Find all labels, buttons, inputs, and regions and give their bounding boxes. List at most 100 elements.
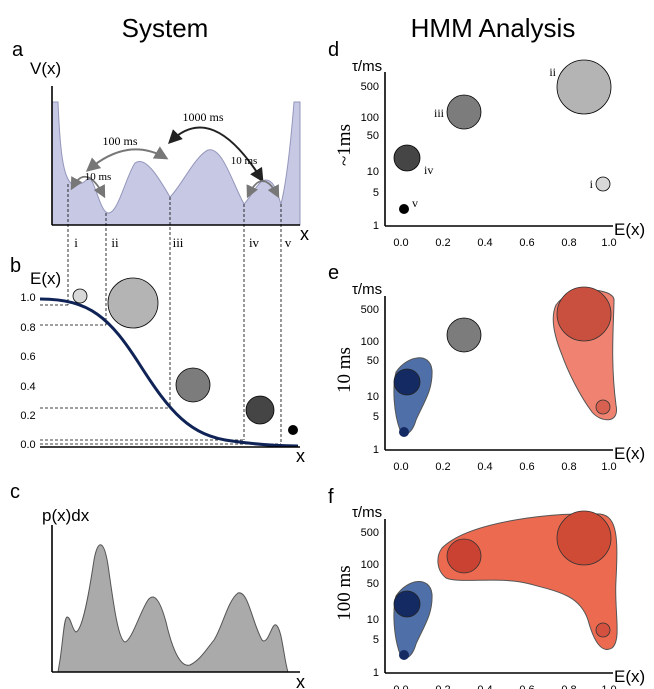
panel-d-xlabel: E(x) <box>614 220 645 239</box>
f-x-ticks: 0.0 0.2 0.4 0.6 0.8 1.0 <box>393 684 616 689</box>
panel-b-xlabel: x <box>296 446 305 466</box>
state-label-ii: ii <box>111 235 119 250</box>
e-xtick-0-2: 0.2 <box>435 461 450 473</box>
panel-letter-b: b <box>10 255 21 277</box>
panel-f-xlabel: E(x) <box>614 667 645 686</box>
e-state-iv <box>393 368 421 396</box>
panel-letter-c: c <box>10 481 20 503</box>
d-xtick-0-6: 0.6 <box>519 237 534 249</box>
e-ytick-500: 500 <box>361 304 379 316</box>
header-hmm-analysis: HMM Analysis <box>411 13 576 43</box>
potential-well <box>51 101 301 226</box>
panel-c-xlabel: x <box>296 672 305 689</box>
label-10ms-left: 10 ms <box>85 171 112 183</box>
e-cluster-blue <box>393 357 433 435</box>
f-ytick-5: 5 <box>373 634 379 646</box>
e-xtick-0-8: 0.8 <box>561 461 576 473</box>
d-ytick-50: 50 <box>367 130 379 142</box>
f-y-ticks: 500 100 50 10 5 1 <box>361 527 379 679</box>
panel-e-xlabel: E(x) <box>614 444 645 463</box>
arrow-1000ms <box>168 126 264 183</box>
d-label-ii: ii <box>549 65 556 79</box>
f-ytick-50: 50 <box>367 578 379 590</box>
e-ytick-50: 50 <box>367 355 379 367</box>
d-ytick-10: 10 <box>367 166 379 178</box>
b-ytick-0-0: 0.0 <box>20 439 35 451</box>
d-state-i <box>595 176 611 192</box>
e-ytick-100: 100 <box>361 336 379 348</box>
f-xtick-0-6: 0.6 <box>519 684 534 689</box>
state-label-iv: iv <box>249 235 260 250</box>
row-label-10ms: 10 ms <box>334 347 355 393</box>
d-xtick-0-4: 0.4 <box>477 237 492 249</box>
panel-f-ylabel: τ/ms <box>352 504 382 521</box>
b-ytick-0-4: 0.4 <box>20 381 35 393</box>
f-xtick-1-0: 1.0 <box>601 684 616 689</box>
d-state-v <box>399 204 409 214</box>
panel-c: c p(x)dx x <box>10 481 305 689</box>
panel-d-ylabel: τ/ms <box>352 58 382 75</box>
f-ytick-100: 100 <box>361 559 379 571</box>
d-state-iv <box>393 144 421 172</box>
d-ytick-100: 100 <box>361 112 379 124</box>
row-label-1ms: ~1ms <box>334 124 355 166</box>
state-label-i: i <box>74 235 78 250</box>
label-1000ms: 1000 ms <box>182 110 223 124</box>
b-ytick-0-8: 0.8 <box>20 322 35 334</box>
panel-e: e τ/ms 10 ms 500 100 50 10 5 1 0.0 0.2 0… <box>328 262 645 473</box>
e-xtick-0-0: 0.0 <box>393 461 408 473</box>
arrow-100ms <box>85 146 169 172</box>
e-xtick-1-0: 1.0 <box>601 461 616 473</box>
d-label-v: v <box>412 196 418 210</box>
f-ytick-1: 1 <box>373 667 379 679</box>
probability-density <box>57 544 289 673</box>
panel-d: d τ/ms ~1ms 500 100 50 10 5 1 0.0 0.2 0.… <box>328 39 645 249</box>
panel-c-ylabel: p(x)dx <box>42 506 90 525</box>
b-state-ii <box>107 277 159 329</box>
b-ytick-0-2: 0.2 <box>20 410 35 422</box>
b-state-iii <box>175 367 211 403</box>
arrow-10ms-right <box>246 180 280 199</box>
f-ytick-10: 10 <box>367 614 379 626</box>
e-state-i <box>595 399 611 415</box>
e-xtick-0-6: 0.6 <box>519 461 534 473</box>
row-label-100ms: 100 ms <box>334 565 355 620</box>
b-state-i <box>72 288 88 304</box>
e-y-ticks: 500 100 50 10 5 1 <box>361 304 379 456</box>
f-ytick-500: 500 <box>361 527 379 539</box>
label-10ms-right: 10 ms <box>231 155 258 167</box>
f-xtick-0-2: 0.2 <box>435 684 450 689</box>
d-x-ticks: 0.0 0.2 0.4 0.6 0.8 1.0 <box>393 237 616 249</box>
efret-curve <box>39 297 299 448</box>
panel-a: a V(x) x 1000 ms 100 ms 10 ms 10 ms i ii… <box>12 39 309 250</box>
e-xtick-0-4: 0.4 <box>477 461 492 473</box>
d-ytick-5: 5 <box>373 187 379 199</box>
d-state-ii <box>556 59 612 115</box>
panel-letter-e: e <box>328 262 339 284</box>
b-ytick-0-6: 0.6 <box>20 351 35 363</box>
d-ytick-500: 500 <box>361 81 379 93</box>
b-ytick-1-0: 1.0 <box>20 292 35 304</box>
d-label-iv: iv <box>424 163 433 177</box>
d-y-ticks: 500 100 50 10 5 1 <box>361 81 379 232</box>
d-state-iii <box>446 94 482 130</box>
e-state-ii <box>556 286 612 342</box>
d-label-iii: iii <box>434 106 445 120</box>
panel-b: b E(x) 1.0 0.8 0.6 0.4 0.2 0.0 x <box>10 255 305 466</box>
d-ytick-1: 1 <box>373 220 379 232</box>
d-xtick-1-0: 1.0 <box>601 237 616 249</box>
state-label-v: v <box>285 235 292 250</box>
b-state-iv <box>245 395 275 425</box>
b-dashed-levels <box>40 304 281 445</box>
f-state-iii <box>446 538 482 574</box>
state-label-iii: iii <box>173 235 184 250</box>
e-x-ticks: 0.0 0.2 0.4 0.6 0.8 1.0 <box>393 461 616 473</box>
state-guide-lines <box>67 184 282 444</box>
d-xtick-0-0: 0.0 <box>393 237 408 249</box>
b-state-v <box>288 425 298 435</box>
f-xtick-0-0: 0.0 <box>393 684 408 689</box>
e-ytick-10: 10 <box>367 391 379 403</box>
f-state-ii <box>556 510 612 566</box>
header-system: System <box>122 13 209 43</box>
